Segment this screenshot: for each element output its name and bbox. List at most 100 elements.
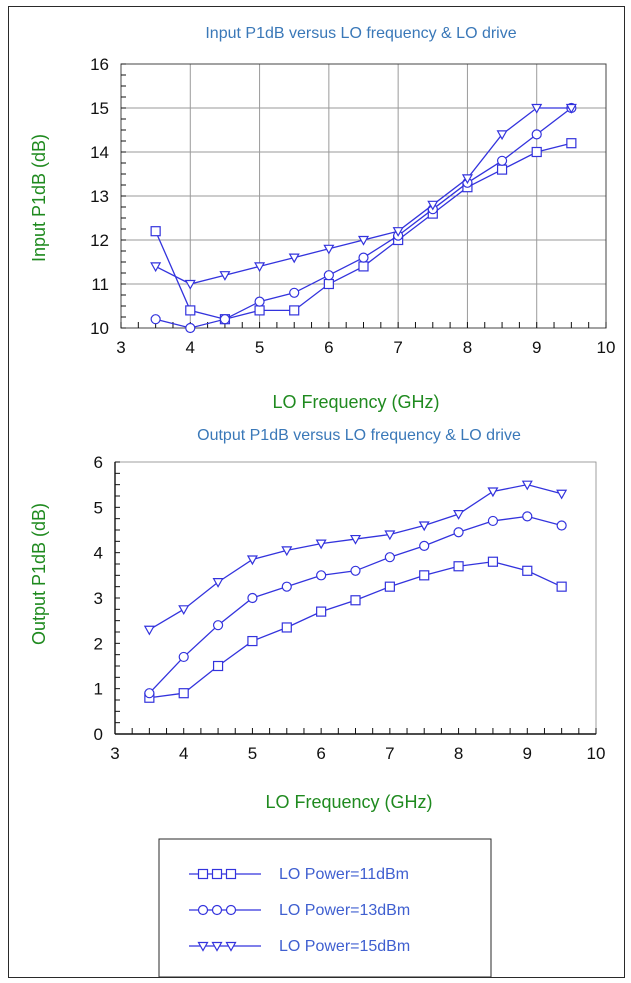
chart1-series-1-point	[496, 164, 508, 175]
chart2-series-1-point	[487, 556, 499, 567]
chart1-x-tick-label: 10	[597, 338, 616, 357]
chart2-series-3-point	[143, 625, 155, 636]
chart2-series-1-point	[212, 660, 224, 672]
chart1-series-1-point	[289, 305, 300, 316]
legend-marker-3	[211, 941, 223, 952]
legend-marker-1	[211, 868, 223, 880]
chart1-series-3-point	[184, 279, 196, 290]
chart2-series-1-point	[316, 606, 327, 617]
chart2-series-2-point	[144, 688, 155, 699]
figure-svg: Input P1dB versus LO frequency & LO driv…	[29, 25, 615, 977]
chart2-series-3-point	[384, 530, 396, 541]
chart1-series-1-point	[254, 305, 265, 316]
chart2-xlabel: LO Frequency (GHz)	[265, 792, 432, 812]
chart1-series-2-line	[155, 107, 572, 329]
chart1-x-tick-label: 3	[116, 338, 125, 357]
chart2-series-3-point	[178, 605, 190, 616]
chart2-series-2-point	[247, 592, 258, 604]
chart2-y-tick-label: 0	[94, 725, 103, 744]
legend-marker-2	[197, 904, 209, 916]
chart2-series-1-point	[556, 581, 567, 592]
chart2-series-3-point	[349, 534, 362, 545]
chart2-y-tick-label: 6	[94, 453, 103, 472]
chart1-x-tick-label: 6	[324, 338, 333, 357]
chart1-series-3-point	[150, 262, 162, 273]
chart2-y-tick-label: 5	[94, 498, 103, 517]
chart2-x-tick-label: 6	[316, 744, 325, 763]
chart1-series-3-point	[254, 262, 266, 273]
chart2-x-tick-label: 10	[587, 744, 606, 763]
legend-marker-1	[197, 868, 209, 880]
chart2-series-1-point	[178, 688, 189, 699]
chart1-y-tick-label: 13	[90, 187, 109, 206]
chart1-series-3-point	[496, 130, 508, 141]
chart2-x-tick-label: 7	[385, 744, 394, 763]
chart1-series-3-point	[288, 253, 300, 264]
legend-marker-3	[225, 941, 237, 952]
chart1-y-tick-label: 16	[90, 55, 109, 74]
figure-frame: Input P1dB versus LO frequency & LO driv…	[8, 6, 625, 978]
chart1-series-3-point	[392, 227, 404, 237]
chart1-x-tick-label: 8	[463, 338, 472, 357]
chart1-series-2-point	[219, 314, 231, 325]
chart2-series-2-point	[556, 520, 567, 531]
chart1-x-tick-label: 7	[393, 338, 402, 357]
chart1-y-tick-label: 14	[90, 143, 109, 162]
legend: LO Power=11dBm LO Power=13dBm LO Power=1…	[158, 838, 492, 977]
chart2-series-1-line	[149, 561, 562, 699]
chart1-y-tick-label: 15	[90, 99, 109, 118]
chart1-series-2-point	[185, 322, 196, 334]
chart2-series-3-point	[212, 578, 224, 588]
chart1-series-3-point	[531, 103, 543, 114]
chart1-y-tick-label: 10	[90, 319, 109, 338]
chart2-x-tick-label: 4	[179, 744, 188, 763]
chart2-series-2-point	[419, 540, 430, 551]
chart2-series-1-point	[350, 595, 361, 606]
chart1-title: Input P1dB versus LO frequency & LO driv…	[205, 25, 516, 42]
chart1-series-2-point	[496, 155, 508, 166]
legend-marker-3	[197, 941, 209, 952]
chart1-series-3-point	[427, 200, 439, 211]
chart1-series-2-point	[254, 296, 265, 307]
chart1-ylabel: Input P1dB (dB)	[29, 134, 49, 262]
chart1-series-2-point	[150, 314, 161, 325]
chart1-xlabel: LO Frequency (GHz)	[272, 392, 439, 412]
chart1-series-1-point	[531, 146, 542, 158]
chart1-series-2-point	[358, 252, 369, 263]
legend-label-13dbm: LO Power=13dBm	[279, 902, 410, 919]
chart1-series-3-point	[357, 235, 370, 246]
chart2-series-1-point	[247, 635, 258, 647]
chart2-ylabel: Output P1dB (dB)	[29, 503, 49, 645]
chart2-series-3-line	[149, 483, 562, 631]
chart2-series-2-point	[487, 515, 499, 527]
chart2-series-3-point	[246, 555, 258, 566]
legend-marker-2	[211, 904, 223, 916]
chart1-series-3-point	[461, 174, 473, 185]
chart2-series-2-point	[281, 581, 292, 592]
chart1-series-1-point	[358, 261, 369, 272]
chart1-x-tick-label: 5	[255, 338, 264, 357]
chart2-y-tick-label: 2	[94, 634, 103, 653]
legend-marker-2	[225, 904, 237, 916]
chart1-plot-area: 3 4 5 6 7 8 9 10 10 11 12 13 14 15 16	[90, 55, 615, 357]
chart2-series-2-point	[178, 651, 189, 663]
legend-label-11dbm: LO Power=11dBm	[279, 866, 409, 883]
legend-marker-1	[225, 868, 237, 880]
chart2-x-tick-label: 8	[454, 744, 463, 763]
chart2-series-3-point	[487, 487, 499, 498]
chart2-series-3-point	[418, 521, 430, 532]
chart1-series-2-point	[289, 287, 300, 298]
chart2-title: Output P1dB versus LO frequency & LO dri…	[197, 427, 521, 444]
chart2-series-2-point	[350, 565, 361, 576]
legend-entries	[189, 868, 261, 952]
chart2-series-2-point	[316, 570, 327, 581]
chart2-series-3-point	[315, 539, 327, 550]
chart1-x-tick-label: 4	[186, 338, 195, 357]
chart2-x-tick-label: 3	[110, 744, 119, 763]
chart2-series-1-point	[453, 561, 464, 572]
chart1-series-1-point	[566, 138, 577, 149]
chart1-series-1-point	[323, 278, 334, 290]
chart2-series-3-point	[453, 510, 465, 520]
chart1-y-tick-label: 11	[91, 275, 109, 294]
chart2-y-tick-label: 1	[94, 680, 103, 699]
